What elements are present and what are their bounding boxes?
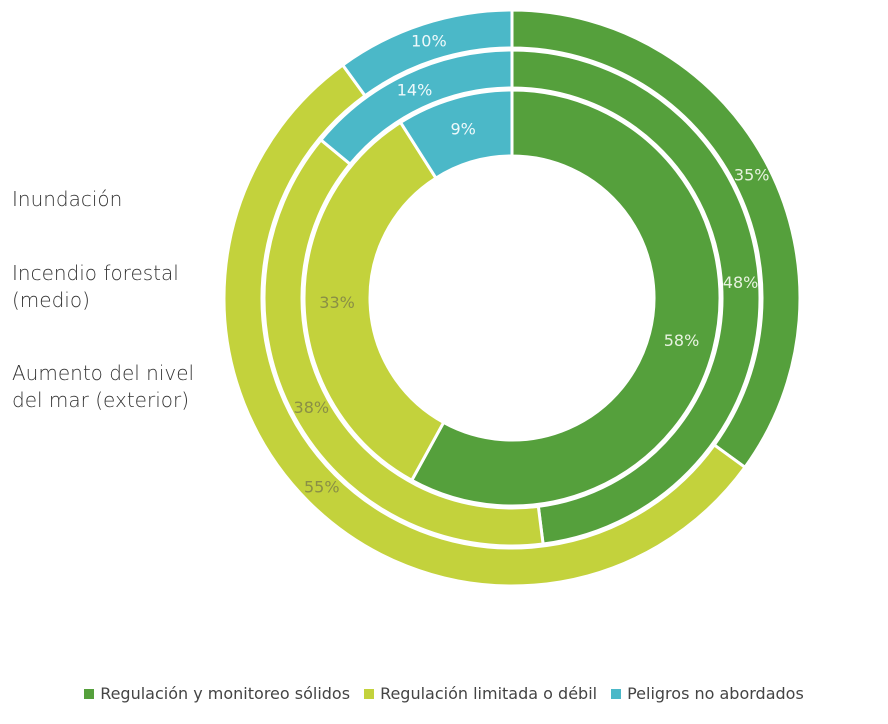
value-label: 35%	[734, 165, 770, 184]
legend-label: Regulación limitada o débil	[380, 684, 598, 703]
ring-label: Aumento del nivel del mar (exterior)	[12, 361, 195, 412]
value-label: 9%	[450, 119, 475, 138]
donut-segment	[340, 8, 514, 98]
chart: 58% 33% 9% 48% 38% 14% 35% 55% 10%	[222, 8, 802, 588]
value-label: 55%	[304, 478, 340, 497]
legend: Regulación y monitoreo sólidos Regulación…	[0, 684, 888, 703]
value-label: 58%	[664, 331, 700, 350]
donut-segment	[222, 62, 748, 588]
legend-item: Peligros no abordados	[611, 684, 804, 703]
value-label: 48%	[723, 273, 759, 292]
value-label: 14%	[397, 80, 433, 99]
legend-label: Peligros no abordados	[627, 684, 804, 703]
legend-label: Regulación y monitoreo sólidos	[100, 684, 351, 703]
value-label: 33%	[319, 293, 355, 312]
value-label: 38%	[294, 398, 330, 417]
ring-label: Inundación	[12, 187, 123, 211]
legend-swatch	[364, 688, 375, 699]
donut-segment	[302, 120, 446, 483]
donut-segment	[409, 88, 722, 508]
donut-segment	[398, 88, 514, 181]
legend-item: Regulación y monitoreo sólidos	[84, 684, 350, 703]
legend-swatch	[611, 688, 622, 699]
legend-swatch	[84, 688, 95, 699]
value-label: 10%	[411, 32, 447, 51]
ring-label: Incendio forestal (medio)	[12, 261, 179, 312]
donut-segment	[318, 48, 514, 167]
legend-item: Regulación limitada o débil	[364, 684, 597, 703]
